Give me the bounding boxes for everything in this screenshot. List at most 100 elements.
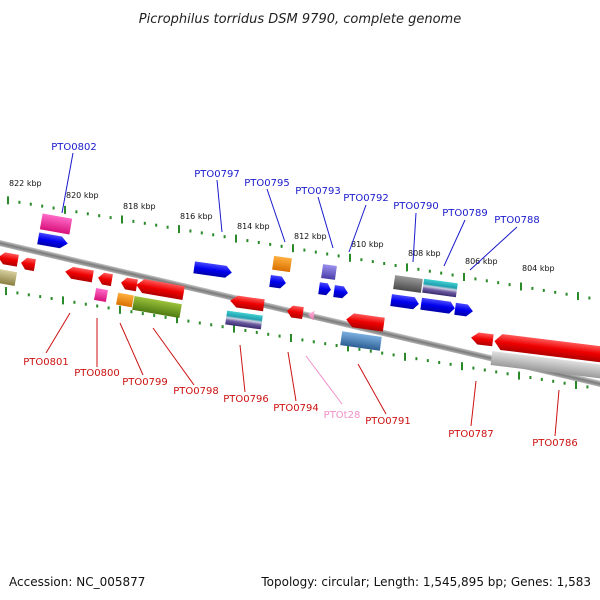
- gene-label[interactable]: PTO0792: [343, 193, 388, 204]
- gene-arrow[interactable]: [420, 297, 455, 315]
- trna-callout: [305, 355, 343, 405]
- gene-arrow[interactable]: [493, 333, 600, 363]
- minor-tick: [155, 223, 158, 227]
- minor-tick: [280, 244, 283, 248]
- minor-tick: [552, 379, 555, 383]
- gene-arrow[interactable]: [454, 302, 473, 317]
- gene-label[interactable]: PTO0788: [494, 215, 539, 226]
- kbp-label: 814 kbp: [237, 222, 270, 231]
- gene-block[interactable]: [340, 331, 382, 351]
- minor-tick: [255, 330, 258, 334]
- minor-tick: [371, 260, 374, 264]
- gene-arrow[interactable]: [37, 232, 69, 249]
- gene-label[interactable]: PTO0787: [448, 429, 493, 440]
- gene-block[interactable]: [225, 310, 263, 330]
- gene-arrow[interactable]: [193, 261, 232, 278]
- gene-arrow[interactable]: [333, 285, 349, 299]
- minor-tick: [257, 241, 260, 244]
- gene-label[interactable]: PTO0789: [442, 208, 487, 219]
- minor-tick: [438, 361, 441, 364]
- minor-tick: [198, 321, 201, 325]
- gene-label[interactable]: PTO0802: [51, 142, 96, 153]
- gene-block[interactable]: [321, 264, 337, 280]
- minor-tick: [369, 349, 372, 353]
- gene-arrow[interactable]: [229, 295, 265, 312]
- gene-block[interactable]: [422, 278, 458, 298]
- gene-label[interactable]: PTO0796: [223, 394, 268, 405]
- gene-block[interactable]: [490, 351, 600, 379]
- gene-arrow[interactable]: [345, 312, 385, 332]
- kbp-label: 806 kbp: [465, 257, 498, 266]
- minor-tick: [358, 347, 361, 351]
- gene-label[interactable]: PTO0793: [295, 186, 340, 197]
- minor-tick: [98, 214, 101, 218]
- minor-tick: [223, 235, 226, 239]
- minor-tick: [383, 262, 386, 265]
- kbp-label: 804 kbp: [522, 264, 555, 273]
- gene-block[interactable]: [39, 213, 73, 235]
- gene-arrow[interactable]: [390, 294, 419, 310]
- minor-tick: [451, 273, 454, 277]
- gene-label[interactable]: PTO0797: [194, 169, 239, 180]
- gene-arrow[interactable]: [286, 305, 304, 320]
- gene-arrow[interactable]: [269, 274, 287, 289]
- gene-label[interactable]: PTO0791: [365, 416, 410, 427]
- gene-label[interactable]: PTO0800: [74, 368, 119, 379]
- minor-tick: [246, 239, 249, 243]
- major-tick: [121, 215, 123, 224]
- minor-tick: [39, 295, 42, 299]
- gene-label[interactable]: PTO0795: [244, 178, 289, 189]
- gene-label[interactable]: PTOt28: [324, 410, 361, 421]
- gene-arrow[interactable]: [20, 257, 36, 272]
- minor-tick: [153, 313, 156, 317]
- gene-label[interactable]: PTO0801: [23, 357, 68, 368]
- minor-tick: [506, 372, 509, 376]
- minor-tick: [485, 279, 488, 283]
- upper-gene-labels: PTO0802 PTO0797 PTO0795 PTO0793 PTO0792 …: [51, 142, 539, 226]
- gene-label[interactable]: PTO0794: [273, 403, 318, 414]
- gene-label[interactable]: PTO0786: [532, 438, 577, 449]
- lower-genes: [0, 251, 600, 379]
- minor-tick: [109, 216, 112, 220]
- gene-label[interactable]: PTO0799: [122, 377, 167, 388]
- gene-block[interactable]: [272, 255, 292, 273]
- minor-tick: [360, 258, 363, 262]
- kbp-label: 816 kbp: [180, 212, 213, 221]
- major-tick: [62, 296, 64, 305]
- gene-block[interactable]: [393, 275, 423, 293]
- minor-tick: [189, 229, 192, 233]
- gene-arrow[interactable]: [318, 282, 332, 296]
- minor-tick: [221, 325, 224, 329]
- major-tick: [461, 362, 463, 371]
- gene-block[interactable]: [132, 295, 182, 319]
- gene-block[interactable]: [0, 268, 18, 286]
- kbp-label: 822 kbp: [9, 179, 42, 188]
- minor-tick: [107, 306, 110, 310]
- minor-tick: [269, 242, 272, 246]
- major-tick: [404, 352, 406, 361]
- gene-arrow[interactable]: [120, 277, 138, 292]
- minor-tick: [495, 370, 498, 374]
- minor-tick: [449, 362, 452, 366]
- gene-arrow[interactable]: [0, 251, 19, 267]
- gene-label[interactable]: PTO0790: [393, 201, 438, 212]
- gene-arrow[interactable]: [135, 278, 185, 301]
- gene-trna[interactable]: [307, 310, 315, 321]
- minor-tick: [84, 302, 87, 306]
- gene-block[interactable]: [94, 288, 108, 302]
- gene-arrow[interactable]: [97, 272, 113, 287]
- major-tick: [347, 343, 349, 352]
- major-tick: [64, 205, 66, 214]
- gene-arrow[interactable]: [470, 332, 494, 347]
- minor-tick: [483, 368, 486, 372]
- major-tick: [520, 282, 522, 291]
- minor-tick: [588, 296, 591, 300]
- major-tick: [235, 234, 237, 243]
- kbp-scale: 822 kbp 820 kbp 818 kbp 816 kbp 814 kbp …: [9, 179, 555, 273]
- gene-block[interactable]: [116, 292, 134, 308]
- gene-arrow[interactable]: [64, 266, 94, 283]
- kbp-label: 818 kbp: [123, 202, 156, 211]
- kbp-label: 808 kbp: [408, 249, 441, 258]
- gene-label[interactable]: PTO0798: [173, 386, 218, 397]
- minor-tick: [86, 212, 89, 216]
